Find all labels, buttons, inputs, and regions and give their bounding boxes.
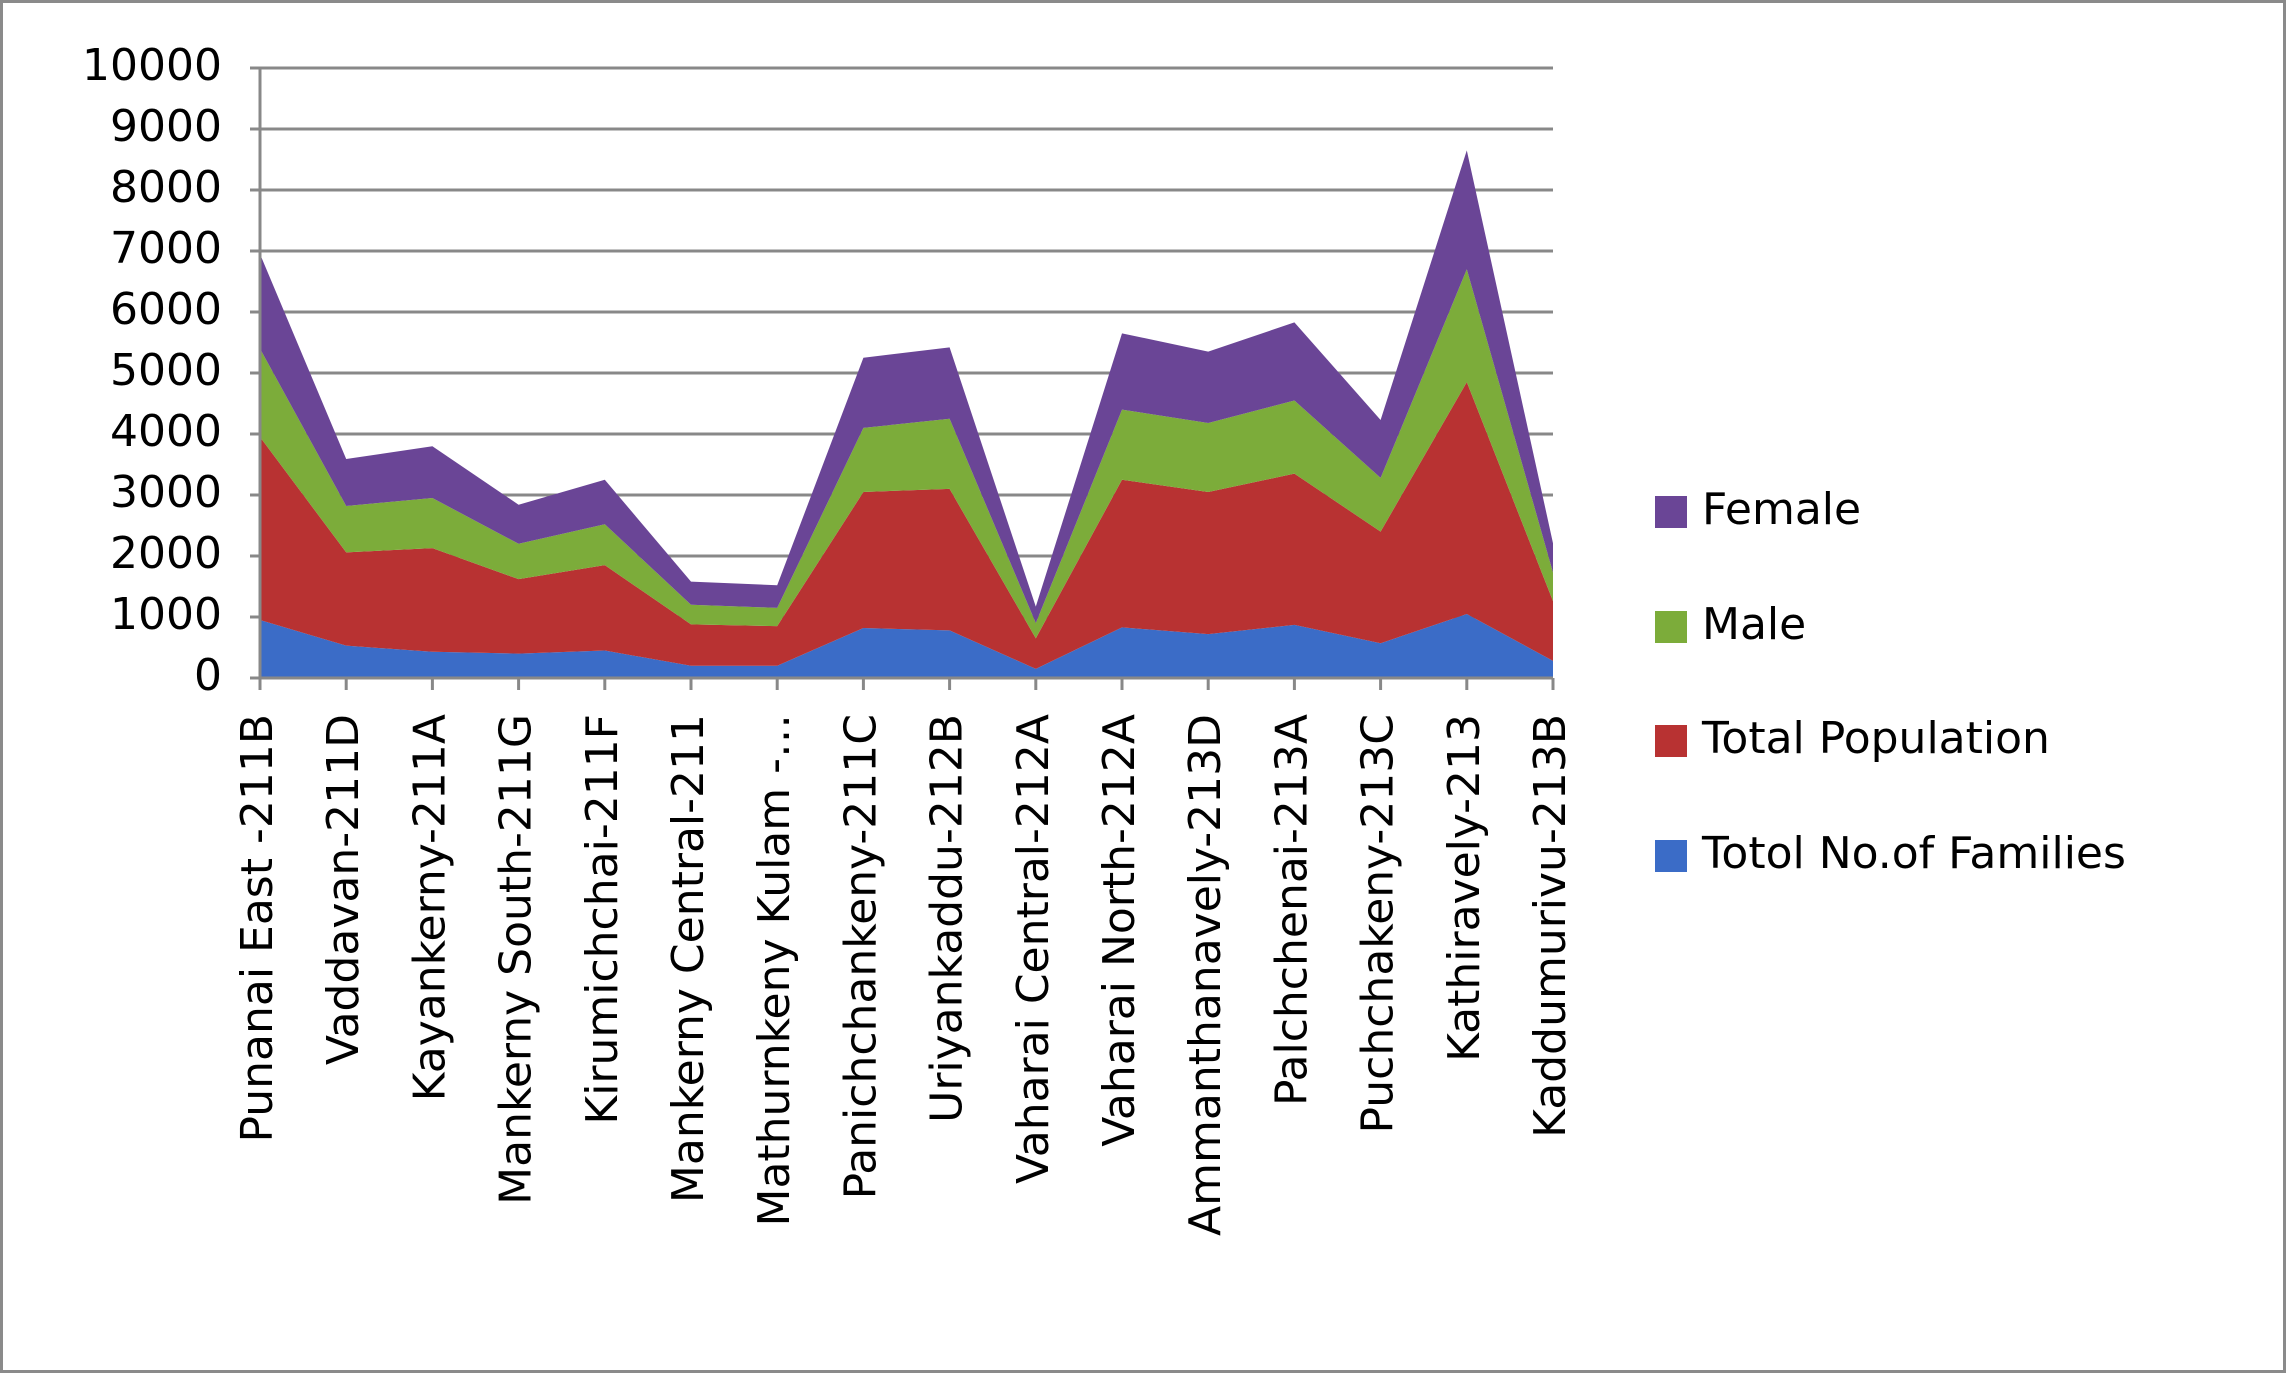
area — [260, 382, 1553, 669]
y-tick-label: 6000 — [110, 284, 222, 335]
legend-swatch — [1655, 496, 1687, 528]
area — [260, 269, 1553, 639]
x-tick-label: Vaharai Central-212A — [1008, 714, 1059, 1184]
y-tick-label: 8000 — [110, 162, 222, 213]
x-tick-label: Ammanthanavely-213D — [1180, 714, 1231, 1236]
y-tick-label: 5000 — [110, 345, 222, 396]
y-tick-label: 9000 — [110, 101, 222, 152]
legend-swatch — [1655, 725, 1687, 757]
legend-label: Female — [1702, 484, 1861, 535]
legend-swatch — [1655, 611, 1687, 643]
x-tick-label: Kathiravely-213 — [1439, 714, 1490, 1062]
y-tick-label: 3000 — [110, 467, 222, 518]
x-tick-label: Vaddavan-211D — [318, 714, 369, 1065]
x-tick-label: Vaharai North-212A — [1094, 714, 1145, 1147]
x-tick-label: Mathurnkeny Kulam -… — [749, 714, 800, 1227]
x-tick-label: Mankerny Central-211 — [663, 714, 714, 1203]
legend-label: Total Population — [1701, 713, 2050, 764]
x-tick-label: Kirumichchai-211F — [577, 714, 628, 1125]
legend-label: Male — [1702, 599, 1806, 650]
x-tick-label: Panichchankeny-211C — [835, 714, 886, 1199]
legend-label: Totol No.of Families — [1701, 828, 2126, 879]
x-tick-label: Kaddumurivu-213B — [1525, 714, 1576, 1138]
y-tick-label: 0 — [194, 650, 222, 701]
y-tick-label: 4000 — [110, 406, 222, 457]
x-tick-label: Mankerny South-211G — [491, 714, 542, 1205]
y-tick-label: 10000 — [82, 40, 222, 91]
y-tick-label: 7000 — [110, 223, 222, 274]
x-tick-label: Punanai East -211B — [232, 714, 283, 1143]
area — [260, 613, 1553, 678]
y-tick-label: 1000 — [110, 589, 222, 640]
x-tick-label: Kayankerny-211A — [404, 714, 455, 1101]
x-tick-label: Puchchakeny-213C — [1353, 714, 1404, 1133]
legend-swatch — [1655, 840, 1687, 872]
x-tick-label: Palchchenai-213A — [1266, 714, 1317, 1106]
area — [260, 150, 1553, 624]
y-tick-label: 2000 — [110, 528, 222, 579]
x-tick-label: Uriyankaddu-212B — [922, 714, 973, 1123]
